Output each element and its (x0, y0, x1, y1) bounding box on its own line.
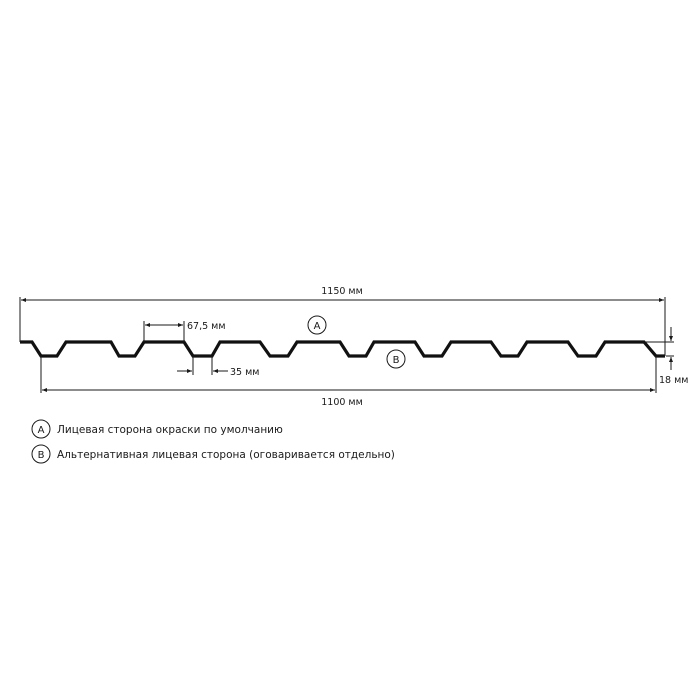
marker-a: A (307, 315, 327, 335)
dimension-working-width: 1100 мм (40, 356, 657, 408)
legend-item-a: A Лицевая сторона окраски по умолчанию (31, 419, 283, 439)
legend-item-b: B Альтернативная лицевая сторона (оговар… (31, 444, 395, 464)
dimension-height: 18 мм (646, 327, 688, 386)
dimension-top-flange: 67,5 мм (143, 321, 226, 342)
marker-b: B (386, 349, 406, 369)
working-width-label: 1100 мм (321, 397, 363, 408)
overall-width-label: 1150 мм (321, 286, 363, 297)
sheet-profile (20, 340, 665, 358)
legend-text: Альтернативная лицевая сторона (оговарив… (57, 449, 395, 461)
legend-marker: A (38, 425, 45, 436)
top-flange-label: 67,5 мм (187, 321, 226, 332)
legend: A Лицевая сторона окраски по умолчанию B… (31, 419, 395, 464)
svg-text:A: A (314, 321, 321, 332)
legend-text: Лицевая сторона окраски по умолчанию (57, 424, 283, 436)
height-label: 18 мм (659, 375, 688, 386)
bottom-flange-label: 35 мм (230, 367, 259, 378)
legend-marker: B (38, 450, 45, 461)
svg-text:B: B (393, 355, 400, 366)
dimension-overall-width: 1150 мм (19, 286, 666, 356)
dimension-bottom-flange: 35 мм (177, 356, 259, 378)
